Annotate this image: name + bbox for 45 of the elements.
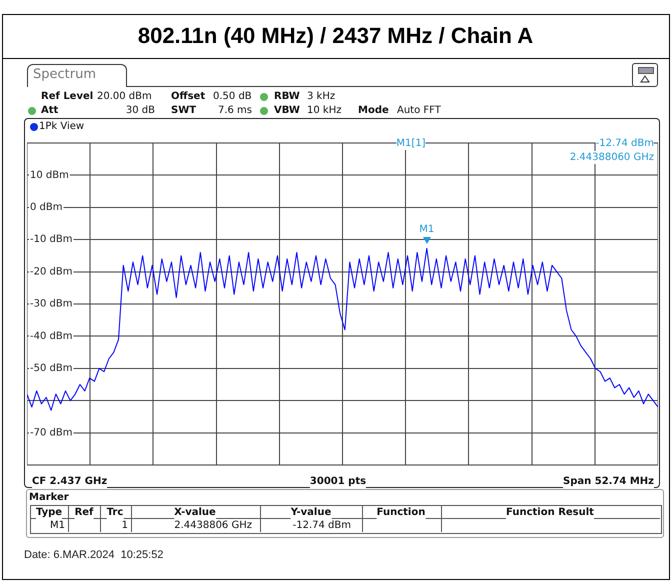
text: RBW — [274, 90, 300, 103]
y-tick-label: -30 dBm — [30, 298, 72, 310]
annotation: 2.44388060 GHz — [570, 151, 654, 164]
text: Trc — [106, 506, 124, 519]
y-tick-label: -50 dBm — [30, 362, 72, 374]
y-tick-label: 10 dBm — [30, 170, 69, 181]
text: 20.00 dBm — [97, 90, 152, 103]
text: Function Result — [506, 506, 594, 519]
text: 30 dB — [126, 104, 155, 117]
text: 10 kHz — [307, 104, 342, 117]
text: 30001 pts — [310, 475, 366, 488]
text: Att — [41, 104, 58, 117]
text: 1 — [122, 519, 128, 532]
text: SWT — [171, 104, 196, 117]
y-tick-label: -10 dBm — [30, 234, 72, 246]
y-tick-label: -20 dBm — [30, 266, 72, 278]
text: Offset — [171, 90, 206, 103]
annotation: M1[1] — [396, 137, 426, 150]
text: 7.6 ms — [218, 104, 252, 117]
text: Mode — [358, 104, 389, 117]
text: Ref Level — [41, 90, 94, 103]
text: Marker — [29, 491, 69, 504]
annotation: -12.74 dBm — [596, 137, 654, 150]
text: M1 — [50, 519, 65, 532]
y-tick-label: -70 dBm — [30, 427, 72, 438]
text: VBW — [274, 104, 300, 117]
text: -12.74 dBm — [292, 519, 351, 532]
text: Span 52.74 MHz — [563, 475, 654, 488]
text: 3 kHz — [307, 90, 336, 103]
chart-title: 802.11n (40 MHz) / 2437 MHz / Chain A — [136, 22, 534, 50]
text: Auto FFT — [397, 104, 441, 117]
annotation: M1 — [418, 224, 436, 236]
text: 1Pk View — [39, 120, 84, 133]
text: Type — [36, 506, 62, 519]
text: Y-value — [290, 506, 332, 519]
text: 0.50 dB — [213, 90, 252, 103]
text: 2.4438806 GHz — [174, 519, 252, 532]
text: Ref — [74, 506, 94, 519]
y-tick-label: 0 dBm — [30, 202, 62, 213]
text: Spectrum — [33, 67, 96, 82]
text: X-value — [174, 506, 216, 519]
text: Function — [376, 506, 426, 519]
text: CF 2.437 GHz — [32, 475, 108, 488]
y-tick-label: -40 dBm — [30, 330, 72, 342]
text: Date: 6.MAR.2024 10:25:52 — [24, 549, 164, 562]
